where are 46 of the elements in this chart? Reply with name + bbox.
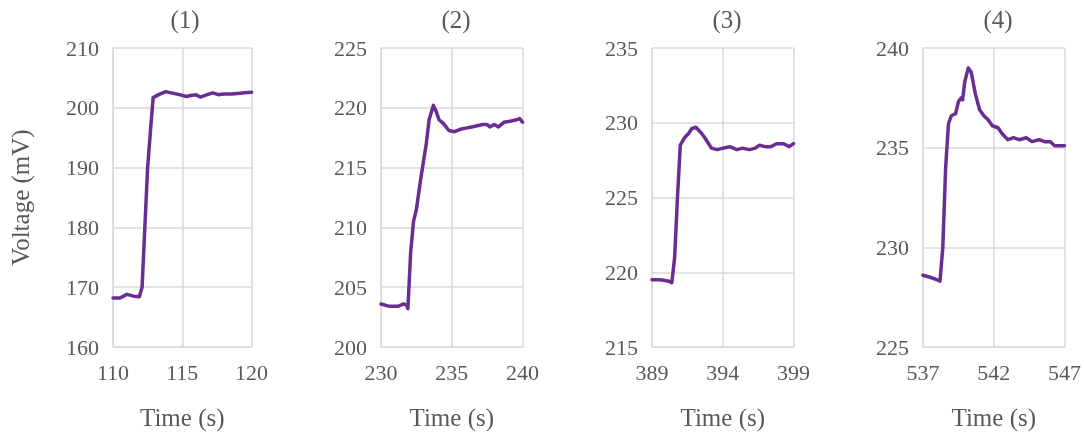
x-tick-label: 230 [364,359,398,385]
y-tick-label: 200 [66,95,99,121]
y-tick-label: 170 [66,274,99,300]
y-tick-label: 225 [876,334,909,360]
x-tick-label: 547 [1048,359,1081,385]
x-axis-title: Time (s) [680,404,766,432]
line-series [921,66,1067,283]
line-series [379,103,525,311]
x-tick-label: 240 [506,359,539,385]
y-tick-label: 220 [334,95,367,121]
line-series [111,89,254,300]
y-tick-label: 230 [605,110,638,136]
x-tick-label: 537 [906,359,940,385]
y-tick-label: 215 [334,155,367,181]
y-tick-label: 220 [605,259,638,285]
chart-title: (3) [712,6,742,34]
y-tick-label: 160 [66,334,99,360]
y-tick-label: 215 [605,334,638,360]
x-tick-label: 120 [235,359,268,385]
chart-title: (4) [983,6,1013,34]
x-axis-title: Time (s) [139,404,225,432]
y-tick-label: 235 [876,135,909,161]
y-tick-label: 205 [334,274,367,300]
y-tick-label: 240 [876,35,909,61]
x-tick-label: 110 [96,359,130,385]
x-axis-title: Time (s) [951,404,1037,432]
x-tick-label: 542 [977,359,1011,385]
x-tick-label: 394 [706,359,740,385]
chart-title: (1) [170,6,200,34]
y-tick-label: 225 [605,185,638,210]
y-tick-label: 235 [605,35,638,61]
y-tick-label: 210 [334,214,367,240]
y-tick-label: 200 [334,334,367,360]
y-tick-label: 180 [66,214,99,240]
x-tick-label: 235 [435,359,469,385]
x-tick-label: 115 [166,359,199,385]
x-tick-label: 389 [635,359,669,385]
y-tick-label: 190 [66,155,99,181]
x-axis-title: Time (s) [409,404,495,432]
line-series [650,125,796,285]
y-axis-title: Voltage (mV) [7,129,35,266]
y-tick-label: 210 [66,35,99,61]
y-tick-label: 225 [334,35,367,61]
x-tick-label: 399 [777,359,810,385]
y-tick-label: 230 [876,234,909,260]
chart-title: (2) [441,6,471,34]
